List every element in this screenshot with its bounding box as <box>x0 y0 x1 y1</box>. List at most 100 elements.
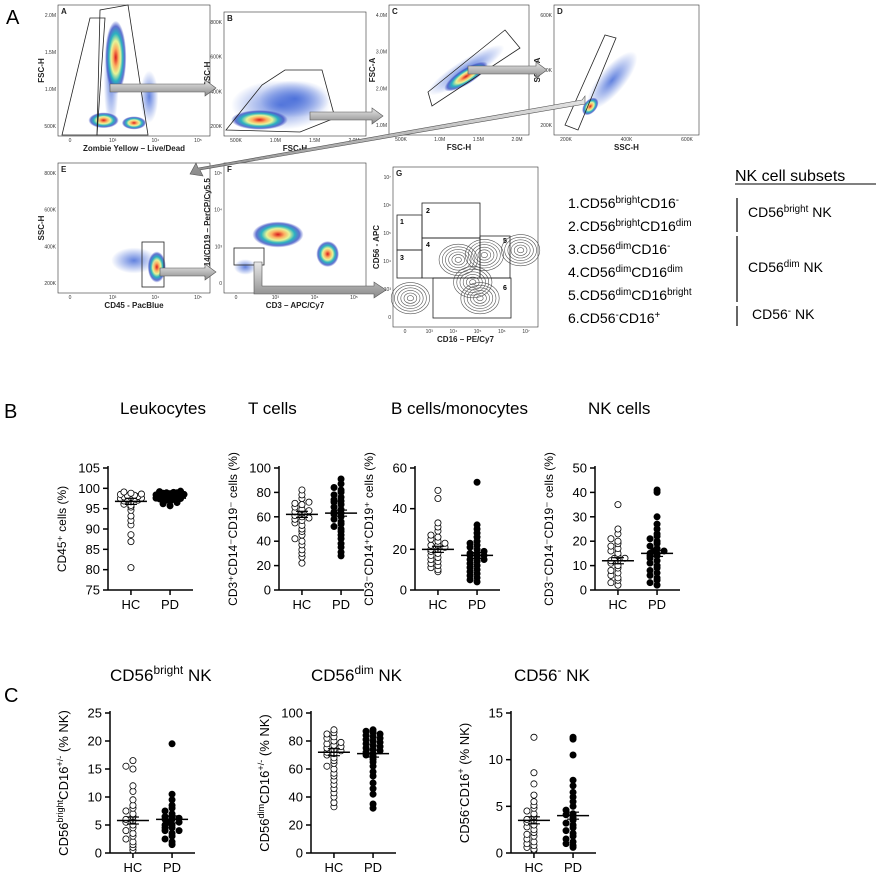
data-point-pd <box>161 807 169 815</box>
y-tick-label: 80 <box>289 734 303 749</box>
flow-xtick: 10⁶ <box>498 329 506 335</box>
data-point-pd <box>163 489 171 497</box>
data-point-hc <box>434 486 442 494</box>
flow-ytick: 400K <box>210 89 222 95</box>
flow-xtick: 10³ <box>426 329 434 335</box>
contour-line <box>441 246 475 274</box>
data-point-pd <box>569 776 577 784</box>
contour-line <box>504 236 537 264</box>
flow-ytick: 400K <box>44 244 56 250</box>
density-cloud <box>316 241 340 267</box>
gating-arrow <box>467 61 548 79</box>
data-point-pd <box>646 535 654 543</box>
y-tick-label: 40 <box>289 790 303 805</box>
contour-line <box>470 290 490 307</box>
data-point-hc <box>323 730 331 738</box>
gating-arrow <box>109 79 217 97</box>
x-tick-label-hc: HC <box>525 860 544 875</box>
flow-ytick: 200K <box>44 281 56 287</box>
dot-plot-title: NK cells <box>588 399 650 418</box>
gating-arrow <box>159 263 217 281</box>
flow-xtick: 2.0M <box>511 137 522 143</box>
flow-xlabel: Zombie Yellow – Live/Dead <box>83 144 185 153</box>
data-point-hc <box>122 835 130 843</box>
data-point-hc <box>607 579 615 587</box>
dot-plot-ylabel: CD3⁻CD14⁻CD19⁻ cells (%) <box>542 452 556 606</box>
dot-plot-ylabel: CD3⁻CD14⁺CD19⁺ cells (%) <box>362 452 376 606</box>
density-cloud <box>121 116 147 130</box>
contour-line <box>469 279 477 286</box>
contour-line <box>406 295 414 302</box>
x-tick-label-hc: HC <box>124 860 143 875</box>
legend-item-2: 2.CD56brightCD16dim <box>568 218 692 235</box>
flow-ytick: 1.5M <box>45 50 56 56</box>
data-point-pd <box>653 520 661 528</box>
flow-ytick: 600K <box>44 208 56 214</box>
flow-ytick: 10⁵ <box>214 171 222 177</box>
data-point-hc <box>122 762 130 770</box>
flow-xtick: 10³ <box>272 295 280 301</box>
flow-ytick: 3.0M <box>376 50 387 56</box>
data-point-pd <box>569 751 577 759</box>
legend-item-5: 5.CD56dimCD16bright <box>568 287 692 304</box>
data-point-hc <box>614 537 622 545</box>
flow-xtick: 200K <box>560 137 572 143</box>
data-point-hc <box>305 498 313 506</box>
flow-xlabel: CD45 - PacBlue <box>104 301 164 310</box>
dot-plot-2: T cells CD3⁺CD14⁻CD19⁻ cells (%) 0 20 40 60 80… <box>226 399 364 612</box>
y-tick-label: 10 <box>489 752 503 767</box>
y-tick-label: 75 <box>86 583 100 598</box>
flow-xlabel: SSC-H <box>614 143 639 152</box>
flow-plot-c: C FSC-H FSC-A 4.0M 3.0M 2.0M 1.0M 500K 1.0M 1.5M 2… <box>368 4 530 152</box>
nk-gate-6 <box>432 277 512 319</box>
data-point-hc <box>607 542 615 550</box>
flow-ytick: 600K <box>210 55 222 61</box>
y-tick-label: 0 <box>264 583 271 598</box>
data-point-hc <box>127 512 135 520</box>
flow-plot-g: G CD16 – PE/Cy7 CD56 - APC 10⁷ 10⁶ 10⁵ 10⁴ 10³ 0… <box>372 166 541 344</box>
data-point-pd <box>473 521 481 529</box>
contour-line <box>456 268 490 296</box>
x-tick-label-pd: PD <box>648 597 666 612</box>
flow-ytick: 10³ <box>384 287 392 293</box>
legend-item-3: 3.CD56dimCD16- <box>568 241 670 258</box>
y-tick-label: 100 <box>249 461 271 476</box>
flow-xtick: 500K <box>230 138 242 144</box>
data-point-pd <box>175 827 183 835</box>
flow-xtick: 10⁵ <box>350 295 358 301</box>
dot-plot-ylabel: CD3⁺CD14⁻CD19⁻ cells (%) <box>226 452 240 606</box>
data-point-pd <box>168 740 176 748</box>
y-tick-label: 15 <box>489 706 503 721</box>
data-point-hc <box>434 494 442 502</box>
data-point-hc <box>127 538 135 546</box>
data-point-hc <box>129 782 137 790</box>
gate-outline <box>96 4 149 136</box>
data-point-hc <box>122 807 130 815</box>
y-tick-label: 5 <box>95 818 102 833</box>
flow-xtick: 1.5M <box>473 137 484 143</box>
y-tick-label: 105 <box>78 461 100 476</box>
flow-subplot-letter: E <box>61 165 67 174</box>
flow-xtick: 10⁵ <box>474 329 482 335</box>
legend-item-1: 1.CD56brightCD16- <box>568 195 679 212</box>
y-tick-label: 60 <box>289 762 303 777</box>
flow-xlabel: CD16 – PE/Cy7 <box>437 335 494 344</box>
contour-line <box>438 243 478 276</box>
flow-subplot-letter: D <box>557 7 563 16</box>
data-point-hc <box>298 537 306 545</box>
data-point-hc <box>305 514 313 522</box>
contour-line <box>445 249 472 271</box>
flow-plot-b: BFSC-HSSC-H800K600K400K200K500K1.0M1.5M2… <box>203 11 367 153</box>
data-point-pd <box>177 487 185 495</box>
data-point-hc <box>614 501 622 509</box>
flow-xtick: 10³ <box>109 295 117 301</box>
x-tick-label-pd: PD <box>468 597 486 612</box>
contour-line <box>451 254 465 266</box>
data-point-pd <box>369 726 377 734</box>
y-tick-label: 15 <box>88 762 102 777</box>
contour-line <box>390 282 430 315</box>
flow-ylabel: FSC-H <box>37 58 46 83</box>
dot-plot-4: NK cells CD3⁻CD14⁻CD19⁻ cells (%) 0 10 20 30 4… <box>542 399 680 612</box>
data-point-hc <box>127 531 135 539</box>
flow-xtick: 10⁷ <box>522 329 530 335</box>
